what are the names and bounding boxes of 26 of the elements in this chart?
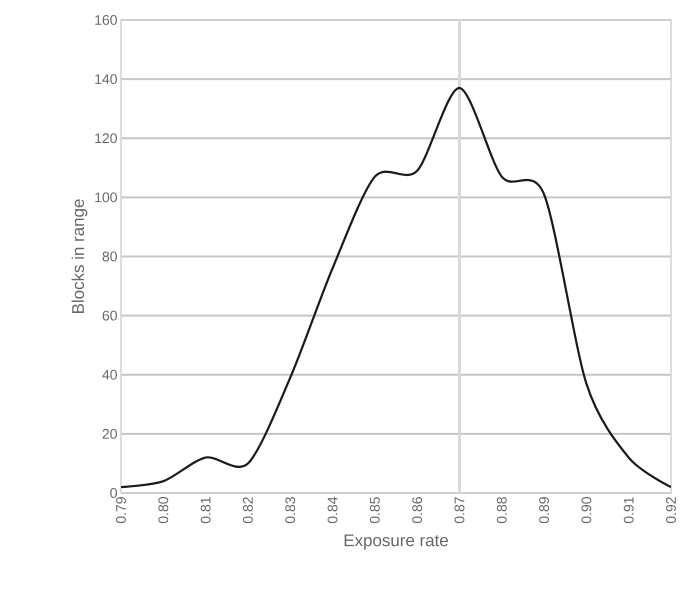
x-tick-label: 0.90 xyxy=(581,497,592,524)
y-tick-label: 100 xyxy=(95,192,117,202)
x-tick-label: 0.80 xyxy=(158,497,168,524)
x-tick-label: 0.84 xyxy=(328,496,338,524)
x-tick-label: 0.85 xyxy=(370,497,380,524)
x-tick-label: 0.87 xyxy=(454,497,464,524)
x-axis-title: Exposure rate xyxy=(344,534,448,550)
x-tick-label: 0.92 xyxy=(666,497,676,524)
y-tick-label: 160 xyxy=(95,15,117,25)
y-tick-label: 140 xyxy=(95,74,117,84)
y-tick-label: 60 xyxy=(102,310,117,321)
x-tick-label: 0.81 xyxy=(200,497,211,524)
y-axis-title: Blocks in range xyxy=(72,199,88,314)
y-tick-label: 120 xyxy=(95,133,117,144)
y-tick-label: 0 xyxy=(110,488,117,498)
x-tick-label: 0.79 xyxy=(116,497,126,524)
x-tick-label: 0.88 xyxy=(496,497,507,524)
x-tick-label: 0.89 xyxy=(539,497,550,524)
x-tick-label: 0.86 xyxy=(412,497,422,524)
y-tick-label: 80 xyxy=(102,252,117,262)
x-tick-label: 0.82 xyxy=(242,497,253,524)
line-series xyxy=(121,86,672,488)
x-tick-label: 0.91 xyxy=(624,497,634,524)
x-tick-label: 0.83 xyxy=(285,497,296,524)
y-tick-label: 20 xyxy=(102,428,117,439)
y-tick-label: 40 xyxy=(102,370,117,380)
